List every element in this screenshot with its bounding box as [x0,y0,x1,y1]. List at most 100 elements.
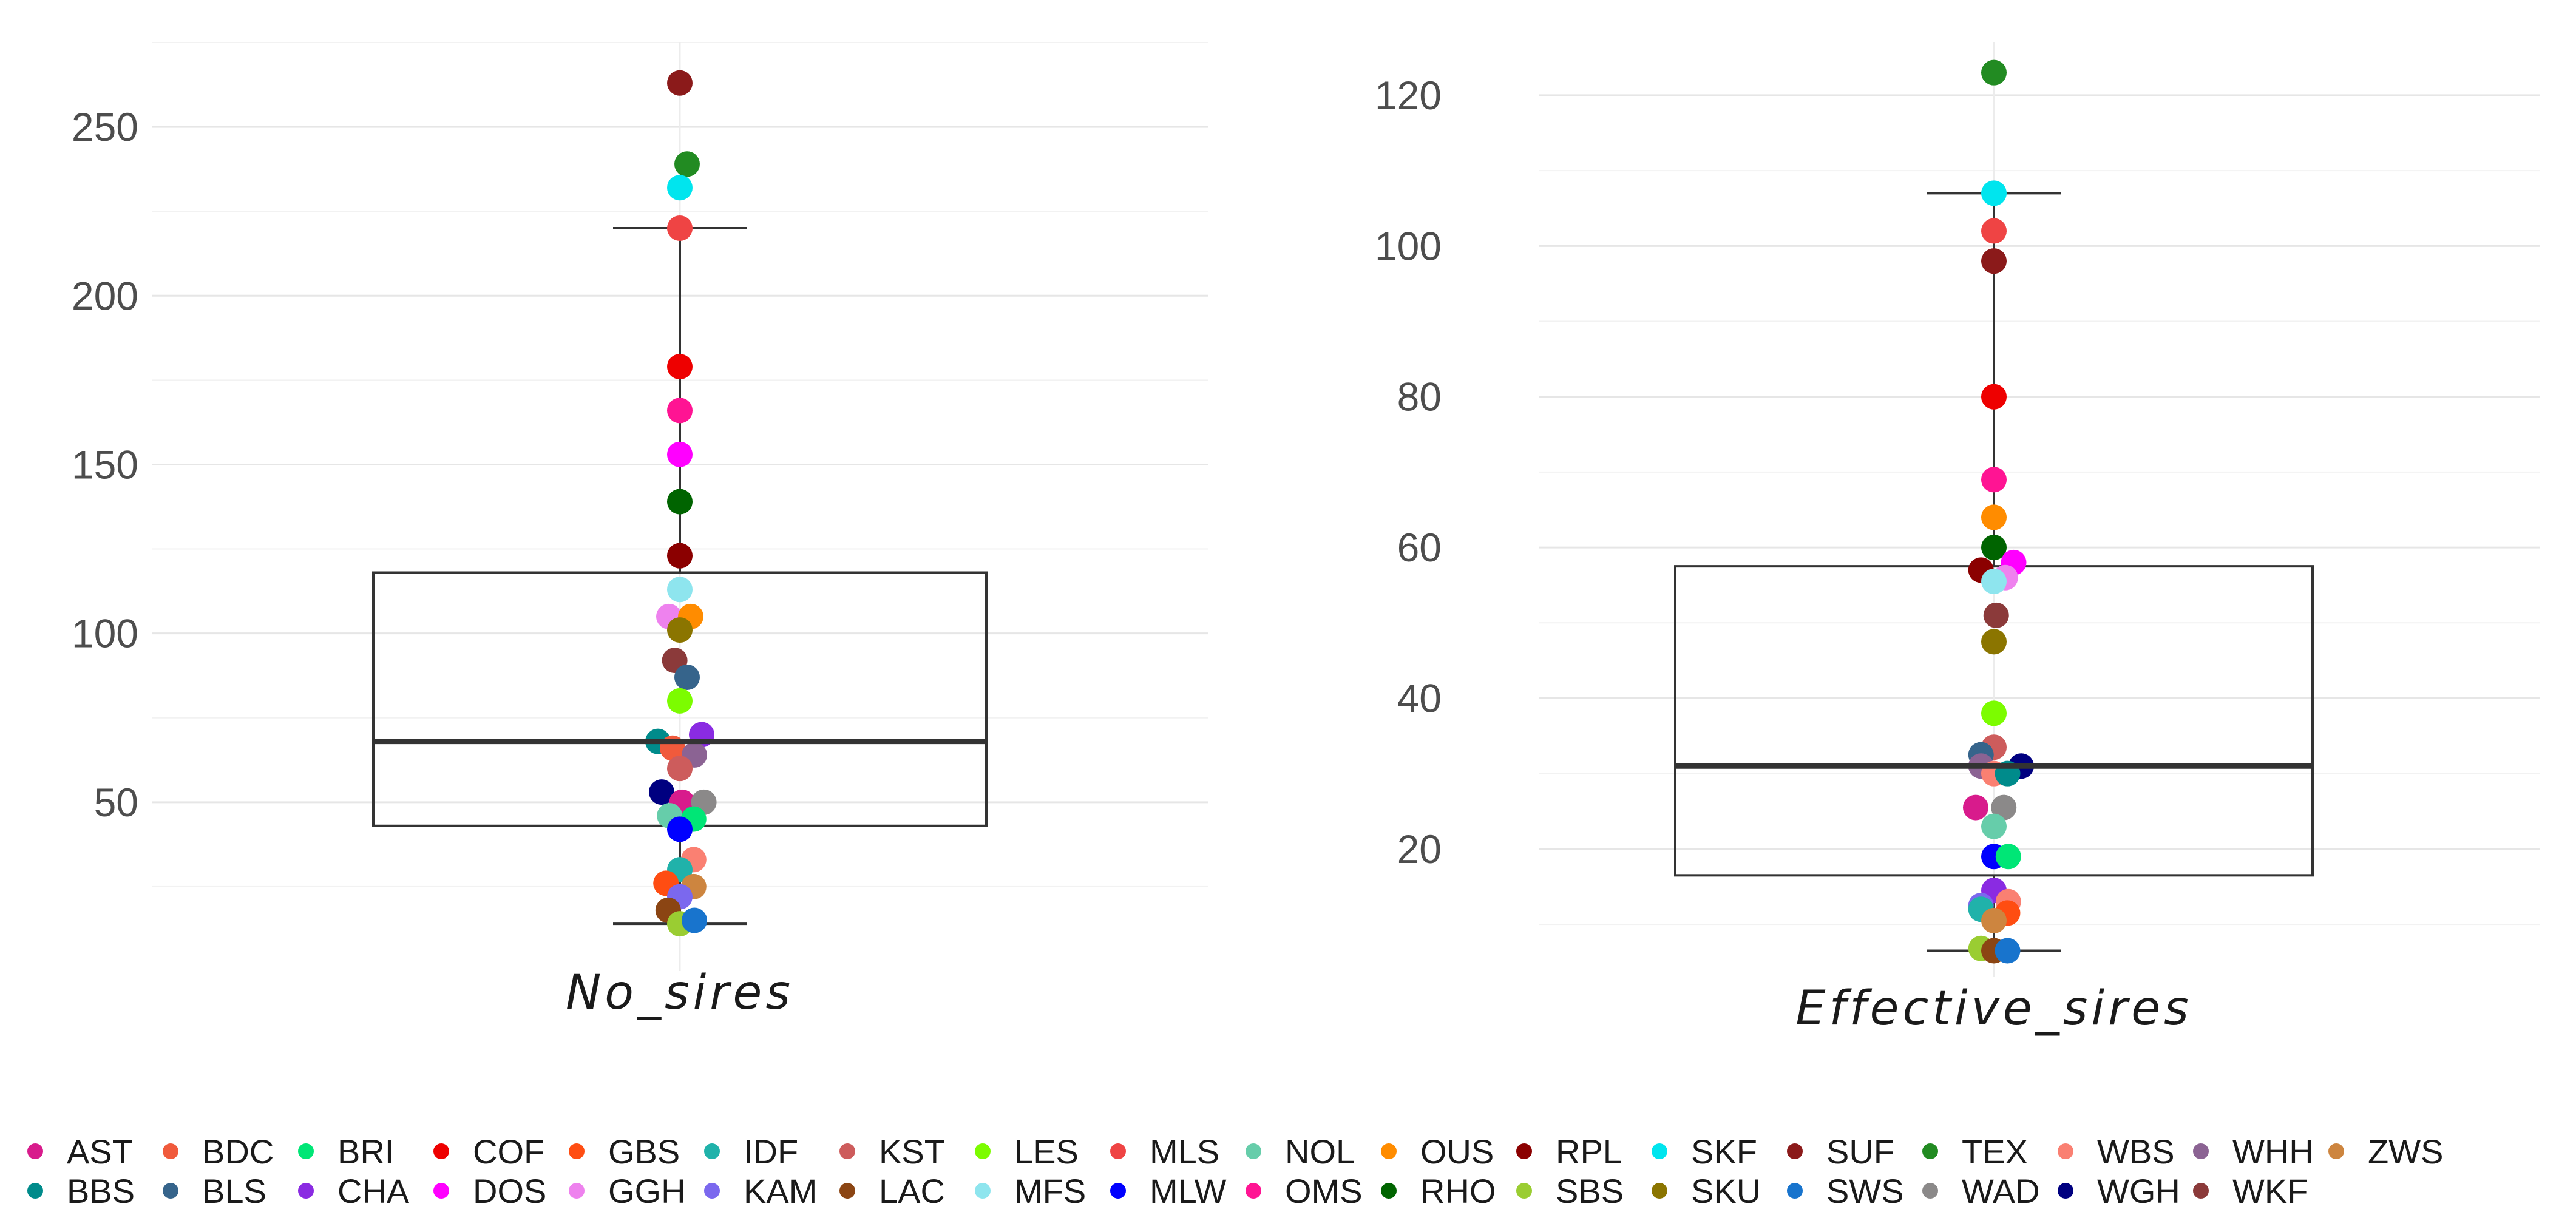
y-tick-label: 100 [72,611,138,656]
data-point-kst [667,756,693,782]
y-tick-label: 80 [1397,374,1442,419]
legend-label-idf: IDF [744,1132,798,1171]
data-point-rpl [667,543,693,569]
data-point-dos [667,441,693,467]
legend-label-suf: SUF [1826,1132,1894,1171]
legend-label-rpl: RPL [1556,1132,1622,1171]
legend-swatch-whh [2193,1143,2209,1159]
legend-swatch-wad [1922,1183,1938,1199]
legend-label-sku: SKU [1691,1172,1761,1210]
legend-swatch-bbs [27,1183,43,1199]
data-point-bri [1995,844,2021,870]
data-point-wad [1991,794,2017,821]
legend-label-sbs: SBS [1556,1172,1624,1210]
legend-label-mlw: MLW [1150,1172,1227,1210]
y-tick-label: 120 [1375,73,1442,118]
legend-label-bri: BRI [337,1132,394,1171]
legend-label-oms: OMS [1285,1172,1363,1210]
data-point-cof [667,354,693,380]
y-tick-label: 200 [72,273,138,318]
panel-no-sires: 50 100 150 200 250 No_sires [72,42,1208,1020]
legend-label-nol: NOL [1285,1132,1355,1171]
legend-swatch-sbs [1516,1183,1532,1199]
legend-swatch-wbs [2058,1143,2073,1159]
y-tick-label: 250 [72,104,138,149]
legend-label-kst: KST [879,1132,945,1171]
legend-swatch-sws [1787,1183,1803,1199]
legend-label-dos: DOS [473,1172,546,1210]
legend: AST BDC BRI COF GBS IDF KST LES MLS NOL OUS RPL SKF S… [27,1132,2443,1210]
legend-swatch-rho [1381,1183,1397,1199]
legend-label-cha: CHA [337,1172,410,1210]
legend-label-cof: COF [473,1132,544,1171]
data-point-ast [1963,794,1988,821]
legend-swatch-mls [1110,1143,1126,1159]
data-point-les [667,688,693,714]
data-point-oms [1981,467,2007,493]
legend-label-kam: KAM [744,1172,817,1210]
data-point-mls [1981,218,2007,244]
data-point-sku [1981,629,2007,655]
data-point-mlw [667,816,693,842]
legend-swatch-cof [433,1143,449,1159]
data-point-les [1981,700,2007,726]
data-point-oms [667,398,693,424]
data-point-suf [667,70,693,96]
legend-label-ast: AST [67,1132,133,1171]
data-point-bls [674,664,700,690]
legend-label-mfs: MFS [1014,1172,1086,1210]
data-point-wgh [649,779,674,805]
legend-label-wad: WAD [1962,1172,2040,1210]
legend-swatch-ast [27,1143,43,1159]
data-point-mls [667,215,693,241]
legend-label-gbs: GBS [608,1132,680,1171]
legend-swatch-bls [163,1183,178,1199]
legend-label-ous: OUS [1420,1132,1494,1171]
data-point-mfs [1981,568,2007,594]
legend-swatch-mlw [1110,1183,1126,1199]
legend-swatch-bdc [163,1143,178,1159]
legend-swatch-oms [1246,1183,1261,1199]
legend-swatch-skf [1652,1143,1667,1159]
legend-label-zws: ZWS [2368,1132,2443,1171]
data-point-rho [667,489,693,515]
y-tick-label: 100 [1375,223,1442,268]
x-category-label: Effective_sires [1795,981,2192,1036]
legend-swatch-bri [298,1143,314,1159]
x-category-label: No_sires [566,966,794,1020]
legend-swatch-dos [433,1183,449,1199]
legend-label-whh: WHH [2232,1132,2314,1171]
legend-swatch-zws [2328,1143,2344,1159]
legend-label-mls: MLS [1150,1132,1219,1171]
legend-label-tex: TEX [1962,1132,2028,1171]
data-point-nol [1981,813,2007,839]
data-point-sws [682,907,707,933]
legend-label-bdc: BDC [202,1132,274,1171]
data-point-skf [667,175,693,201]
data-point-cof [1981,384,2007,410]
legend-swatch-wgh [2058,1183,2073,1199]
data-point-sws [1995,938,2021,964]
data-point-tex [1981,59,2007,86]
legend-swatch-les [975,1143,991,1159]
data-point-sku [667,617,693,643]
data-point-mfs [667,577,693,603]
y-tick-label: 20 [1397,827,1442,872]
legend-label-les: LES [1014,1132,1079,1171]
legend-label-wbs: WBS [2097,1132,2175,1171]
legend-swatch-suf [1787,1143,1803,1159]
data-point-ous [1981,504,2007,530]
legend-label-wkf: WKF [2232,1172,2308,1210]
y-tick-label: 40 [1397,675,1442,720]
y-tick-label: 60 [1397,525,1442,570]
data-point-skf [1981,180,2007,206]
legend-label-sws: SWS [1826,1172,1904,1210]
legend-label-rho: RHO [1420,1172,1496,1210]
legend-label-skf: SKF [1691,1132,1757,1171]
legend-swatch-mfs [975,1183,991,1199]
data-point-zws [1981,907,2007,933]
legend-swatch-lac [839,1183,855,1199]
box-iqr [1674,565,2314,877]
legend-label-bbs: BBS [67,1172,135,1210]
